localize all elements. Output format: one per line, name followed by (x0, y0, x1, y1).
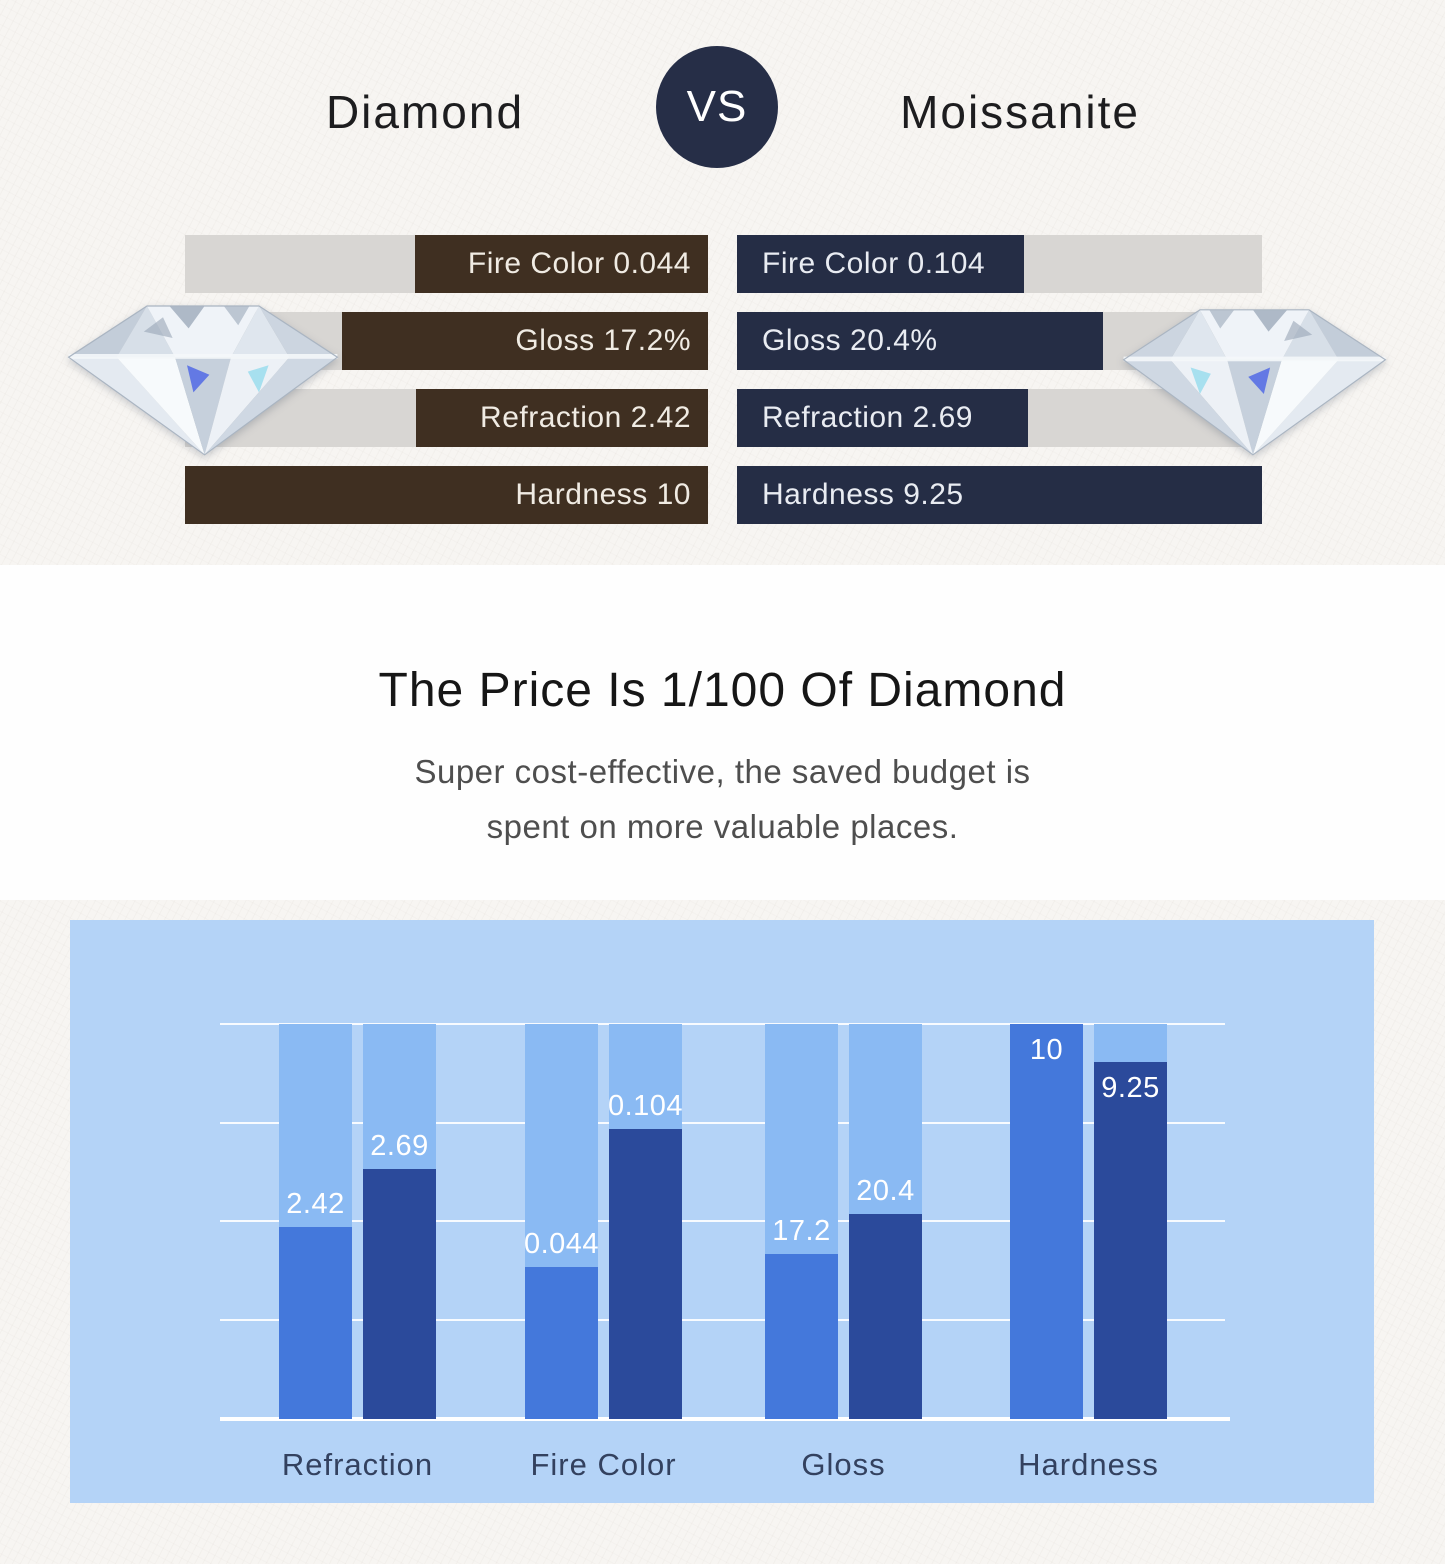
chart-gridline (220, 1319, 1225, 1321)
compare-bar-diamond: Fire Color 0.044 (415, 235, 708, 293)
diamond-photo (63, 298, 343, 458)
price-section: The Price Is 1/100 Of Diamond Super cost… (0, 565, 1445, 900)
compare-bar-moissanite: Fire Color 0.104 (737, 235, 1025, 293)
chart-track: 20.4 (849, 1024, 922, 1419)
chart-track: 2.42 (279, 1024, 352, 1419)
chart-bar-moissanite (1094, 1062, 1167, 1419)
compare-bar-moissanite: Gloss 20.4% (737, 312, 1103, 370)
compare-bar-label: Refraction 2.69 (762, 401, 973, 434)
compare-track-diamond: Fire Color 0.044 (185, 235, 708, 293)
chart-track: 9.25 (1094, 1024, 1167, 1419)
price-title: The Price Is 1/100 Of Diamond (378, 664, 1067, 717)
chart-bar-diamond (279, 1227, 352, 1419)
compare-bar-moissanite: Refraction 2.69 (737, 389, 1028, 447)
compare-bar-label: Fire Color 0.044 (467, 247, 691, 280)
compare-bar-diamond: Hardness 10 (185, 466, 708, 524)
chart-bar-value: 9.25 (1101, 1072, 1160, 1104)
chart-track: 2.69 (363, 1024, 436, 1419)
compare-track-moissanite: Fire Color 0.104 (737, 235, 1262, 293)
hero-section: Diamond VS Moissanite Fire Color 0.044 Gl… (0, 0, 1445, 565)
chart-track: 0.104 (607, 1024, 684, 1419)
price-subtitle: Super cost-effective, the saved budget i… (0, 744, 1445, 854)
compare-bar-diamond: Refraction 2.42 (416, 389, 708, 447)
chart-gridline (220, 1122, 1225, 1124)
chart-bar-value: 20.4 (856, 1175, 915, 1207)
chart-bar-value: 2.69 (370, 1130, 429, 1162)
chart-bar-value: 2.42 (286, 1188, 345, 1220)
chart-bar-moissanite (609, 1129, 682, 1419)
compare-track-moissanite: Refraction 2.69 (737, 389, 1262, 447)
chart-gridline (220, 1023, 1225, 1025)
compare-bar-label: Gloss 20.4% (762, 324, 938, 357)
price-subtitle-line1: Super cost-effective, the saved budget i… (414, 753, 1031, 790)
compare-track-moissanite: Hardness 9.25 (737, 466, 1262, 524)
compare-bar-moissanite: Hardness 9.25 (737, 466, 1262, 524)
chart-panel: 2.42 2.69 Refraction 0.044 0.104 Fire Color 17… (70, 920, 1374, 1503)
compare-track-diamond: Hardness 10 (185, 466, 708, 524)
vs-badge: VS (656, 46, 778, 168)
chart-bar-diamond (765, 1254, 838, 1419)
chart-bar-moissanite (363, 1169, 436, 1419)
compare-bar-label: Refraction 2.42 (480, 401, 691, 434)
chart-bar-diamond (1010, 1024, 1083, 1419)
chart-gridline (220, 1220, 1225, 1222)
chart-category-label: Hardness (1018, 1447, 1159, 1482)
chart-bar-diamond (525, 1267, 598, 1419)
price-subtitle-line2: spent on more valuable places. (486, 808, 959, 845)
diamond-heading: Diamond (325, 86, 525, 138)
chart-bar-value: 10 (1029, 1034, 1064, 1066)
chart-bar-moissanite (849, 1214, 922, 1419)
compare-bar-label: Fire Color 0.104 (762, 247, 986, 280)
moissanite-heading: Moissanite (900, 86, 1140, 138)
chart-track: 10 (1010, 1024, 1083, 1419)
compare-bar-label: Hardness 9.25 (762, 478, 964, 511)
chart-bar-value: 0.104 (607, 1090, 684, 1122)
compare-bar-label: Gloss 17.2% (515, 324, 691, 357)
chart-section: 2.42 2.69 Refraction 0.044 0.104 Fire Color 17… (0, 900, 1445, 1564)
chart-track: 0.044 (523, 1024, 600, 1419)
chart-category-label: Refraction (281, 1447, 434, 1482)
compare-bar-diamond: Gloss 17.2% (341, 312, 708, 370)
chart-bar-value: 0.044 (523, 1228, 600, 1260)
chart-axis-line (220, 1417, 1230, 1421)
chart-category-label: Gloss (801, 1447, 886, 1482)
compare-bar-label: Hardness 10 (515, 478, 691, 511)
chart-category-label: Fire Color (530, 1447, 677, 1482)
chart-bar-value: 17.2 (772, 1215, 831, 1247)
chart-track: 17.2 (765, 1024, 838, 1419)
vs-badge-label: VS (686, 82, 748, 131)
moissanite-photo (1122, 296, 1387, 464)
